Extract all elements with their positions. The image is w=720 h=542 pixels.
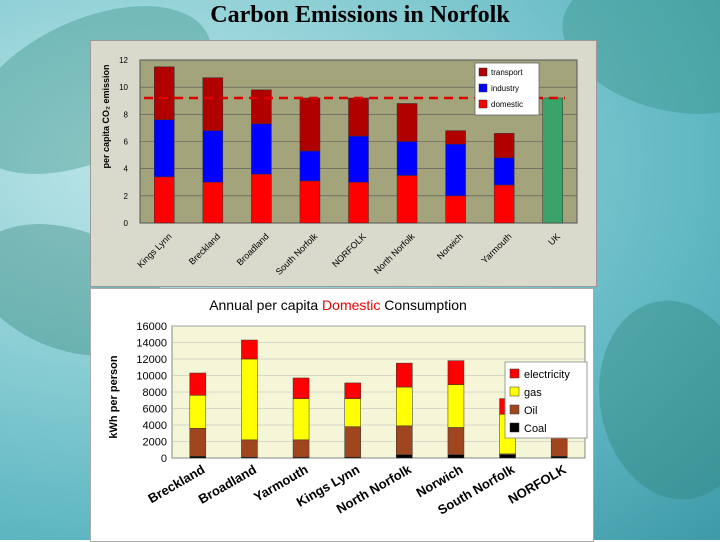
bar-segment-transport bbox=[348, 97, 369, 137]
x-tick-label: UK bbox=[546, 231, 562, 247]
y-tick-label: 10 bbox=[119, 83, 128, 92]
x-tick-label: Kings Lynn bbox=[135, 231, 173, 269]
y-tick-label: 8 bbox=[124, 110, 129, 119]
legend-label-domestic: domestic bbox=[491, 100, 523, 109]
y-tick-label: 4000 bbox=[143, 420, 167, 432]
bar-segment-oil bbox=[292, 439, 310, 458]
legend-label-transport: transport bbox=[491, 68, 523, 77]
bar-segment-gas bbox=[241, 358, 258, 441]
bar-segment-electricity bbox=[292, 377, 310, 399]
legend-label-oil: Oil bbox=[524, 405, 537, 417]
bar-segment-transport bbox=[299, 97, 321, 152]
legend-swatch-electricity bbox=[509, 368, 520, 379]
bar-segment-gas bbox=[396, 386, 413, 427]
x-tick-label: North Norfolk bbox=[372, 231, 417, 276]
bar-segment-oil bbox=[344, 426, 361, 458]
legend-swatch-coal bbox=[509, 422, 520, 433]
legend-swatch-oil bbox=[509, 404, 520, 415]
legend-swatch-gas bbox=[509, 386, 520, 397]
bar-segment-coal bbox=[499, 454, 516, 459]
bar-segment-electricity bbox=[396, 362, 413, 388]
bar-segment-transport bbox=[493, 133, 515, 159]
bar-uk-total bbox=[542, 97, 563, 224]
bar-segment-industry bbox=[251, 123, 272, 175]
slide-title: Carbon Emissions in Norfolk bbox=[210, 2, 510, 28]
bar-segment-oil bbox=[447, 427, 465, 455]
chart-title-part: Annual per capita bbox=[209, 297, 322, 313]
bar-segment-transport bbox=[202, 77, 224, 131]
y-tick-label: 14000 bbox=[136, 338, 167, 350]
bar-segment-domestic bbox=[202, 182, 224, 224]
y-tick-label: 6 bbox=[124, 138, 129, 147]
bar-segment-domestic bbox=[493, 184, 515, 224]
bar-segment-oil bbox=[241, 439, 258, 458]
x-tick-label: Norwich bbox=[435, 231, 465, 261]
y-axis-label: kWh per person bbox=[108, 355, 120, 438]
bar-segment-gas bbox=[292, 398, 310, 441]
bar-segment-electricity bbox=[241, 339, 258, 360]
bar-segment-industry bbox=[202, 130, 224, 183]
bar-segment-transport bbox=[396, 103, 418, 142]
chart-title-part: Domestic bbox=[322, 297, 380, 313]
y-tick-label: 12 bbox=[119, 56, 128, 65]
bar-segment-industry bbox=[493, 157, 515, 186]
y-tick-label: 0 bbox=[161, 453, 167, 465]
bar-segment-gas bbox=[189, 395, 207, 429]
y-tick-label: 12000 bbox=[136, 354, 167, 366]
legend-label-industry: industry bbox=[491, 84, 519, 93]
bar-segment-electricity bbox=[189, 372, 207, 396]
bar-segment-domestic bbox=[299, 180, 321, 224]
bar-segment-domestic bbox=[445, 195, 466, 224]
y-tick-label: 16000 bbox=[136, 321, 167, 333]
bar-segment-gas bbox=[447, 384, 465, 428]
bar-segment-coal bbox=[447, 454, 465, 459]
co2-emissions-chart: 0 2 4 6 8 10 12 per capita CO₂ emission Kings Ly… bbox=[101, 56, 578, 277]
legend-swatch-industry bbox=[478, 83, 488, 93]
y-tick-label: 6000 bbox=[143, 404, 167, 416]
x-tick-label: NORFOLK bbox=[506, 461, 570, 506]
bar-segment-coal bbox=[396, 454, 413, 459]
bar-segment-oil bbox=[189, 428, 207, 457]
legend-label-coal: Coal bbox=[524, 423, 547, 435]
bar-segment-industry bbox=[154, 119, 175, 178]
bar-segment-industry bbox=[348, 135, 369, 183]
bar-segment-industry bbox=[396, 141, 418, 176]
legend-label-gas: gas bbox=[524, 387, 542, 399]
y-tick-label: 8000 bbox=[143, 387, 167, 399]
bar-segment-transport bbox=[251, 89, 272, 125]
legend-label-electricity: electricity bbox=[524, 369, 570, 381]
x-tick-label: Yarmouth bbox=[479, 231, 513, 265]
bar-segment-domestic bbox=[348, 182, 369, 224]
chart-title: Annual per capita Domestic Consumption bbox=[209, 297, 467, 313]
y-tick-label: 2000 bbox=[143, 437, 167, 449]
bar-segment-industry bbox=[445, 143, 466, 197]
bar-segment-electricity bbox=[344, 382, 361, 399]
domestic-consumption-chart: Annual per capita Domestic Consumption 0 2… bbox=[108, 297, 588, 518]
bar-segment-transport bbox=[154, 66, 175, 121]
y-tick-label: 4 bbox=[124, 165, 129, 174]
legend-swatch-domestic bbox=[478, 99, 488, 109]
legend-swatch-transport bbox=[478, 67, 488, 77]
bar-segment-oil bbox=[396, 425, 413, 455]
x-tick-label: NORFOLK bbox=[330, 231, 368, 269]
x-tick-label: South Norfolk bbox=[274, 231, 320, 277]
chart-title-part: Consumption bbox=[380, 297, 466, 313]
bar-segment-transport bbox=[445, 130, 466, 145]
bar-segment-gas bbox=[344, 398, 361, 427]
y-tick-label: 0 bbox=[124, 219, 129, 228]
bar-segment-electricity bbox=[447, 360, 465, 385]
palm-leaf-decoration bbox=[583, 288, 720, 512]
bar-segment-domestic bbox=[154, 176, 175, 224]
x-tick-label: Broadland bbox=[196, 462, 259, 507]
y-axis-label: per capita CO₂ emission bbox=[101, 64, 111, 168]
x-tick-label: Breckland bbox=[187, 231, 222, 266]
y-tick-label: 10000 bbox=[136, 371, 167, 383]
bar-segment-domestic bbox=[396, 175, 418, 224]
bar-segment-domestic bbox=[251, 173, 272, 224]
x-tick-label: Broadland bbox=[235, 231, 271, 267]
y-tick-label: 2 bbox=[124, 192, 129, 201]
bar-segment-industry bbox=[299, 150, 321, 182]
